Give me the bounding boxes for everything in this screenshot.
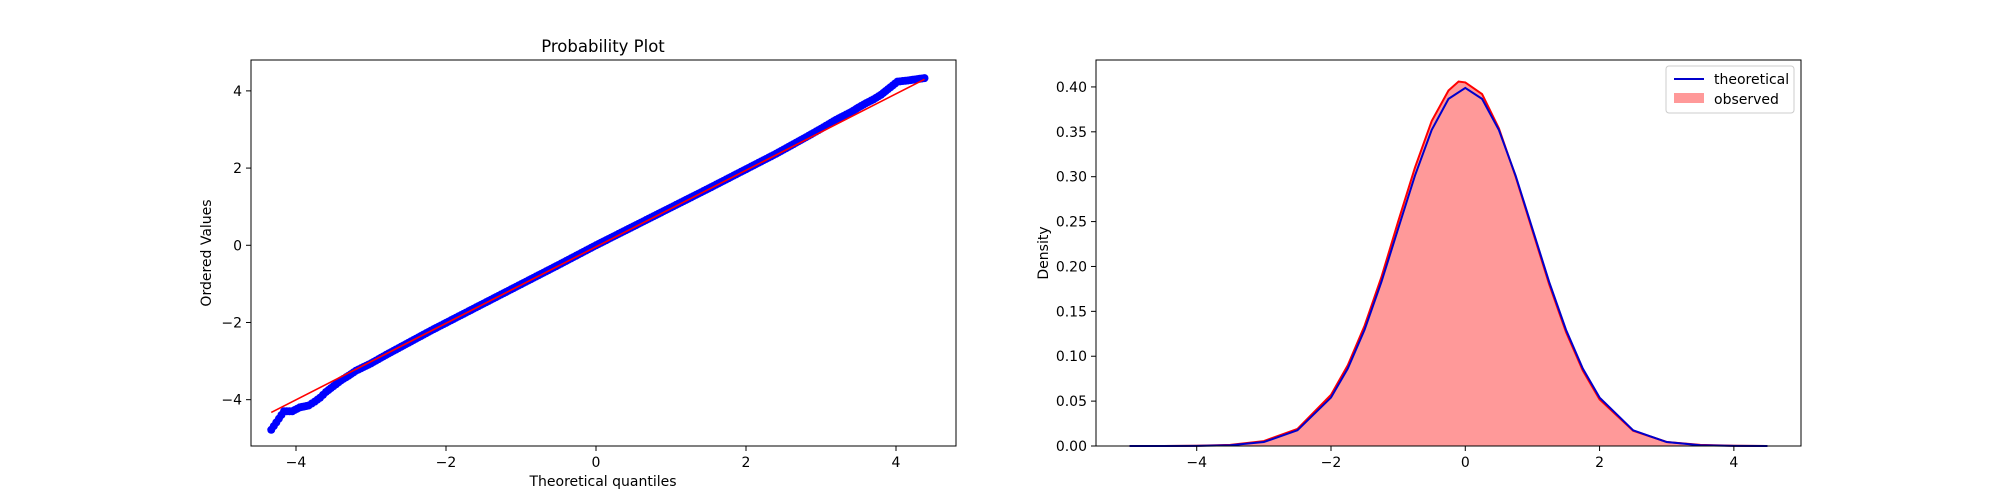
density-plot-y-tick-label: 0.00 bbox=[1056, 439, 1087, 455]
probability-plot-ticks: −4 −2 0 2 4 −4 −2 0 2 4 bbox=[221, 84, 900, 471]
density-plot-y-tick-label: 0.10 bbox=[1056, 349, 1087, 365]
observed-density-area bbox=[1129, 81, 1768, 446]
probability-plot-x-tick-label: 2 bbox=[742, 455, 751, 471]
probability-plot-x-tick-label: −4 bbox=[286, 455, 307, 471]
probability-plot-y-tick-label: −4 bbox=[221, 393, 242, 409]
probability-plot-fit-line bbox=[270, 78, 925, 414]
legend-observed-label: observed bbox=[1714, 92, 1779, 108]
probability-plot-x-axis-label: Theoretical quantiles bbox=[528, 474, 676, 490]
density-plot-x-tick-label: 4 bbox=[1729, 455, 1738, 471]
probability-plot-title: Probability Plot bbox=[541, 37, 665, 56]
density-plot-frame bbox=[1095, 59, 1802, 447]
probability-plot-y-axis-label: Ordered Values bbox=[199, 199, 215, 306]
density-plot-x-tick-label: 0 bbox=[1461, 455, 1470, 471]
density-plot-x-tick-label: 2 bbox=[1595, 455, 1604, 471]
density-plot-data bbox=[1129, 80, 1768, 447]
density-plot-y-axis-label: Density bbox=[1036, 226, 1052, 279]
probability-plot-y-tick-label: 4 bbox=[233, 84, 242, 100]
legend-observed-swatch bbox=[1674, 93, 1704, 103]
probability-plot-panel: Probability Plot −4 −2 0 2 4 −4 −2 0 2 4 Theoreti… bbox=[199, 37, 957, 490]
probability-plot-y-tick-label: 2 bbox=[233, 161, 242, 177]
density-plot-panel: −4 −2 0 2 4 0.00 0.05 0.10 0.15 0.20 0.25 0.30 0.35 0… bbox=[1036, 59, 1802, 471]
probability-plot-x-tick-label: 4 bbox=[892, 455, 901, 471]
density-plot-y-tick-label: 0.30 bbox=[1056, 170, 1087, 186]
density-plot-legend: theoretical observed bbox=[1665, 65, 1795, 114]
density-plot-y-tick-label: 0.25 bbox=[1056, 215, 1087, 231]
legend-theoretical-label: theoretical bbox=[1714, 72, 1789, 88]
density-plot-x-tick-label: −4 bbox=[1186, 455, 1207, 471]
probability-plot-y-tick-label: 0 bbox=[233, 238, 242, 254]
density-plot-x-tick-label: −2 bbox=[1321, 455, 1342, 471]
probability-plot-frame bbox=[250, 59, 957, 447]
density-plot-y-tick-label: 0.20 bbox=[1056, 259, 1087, 275]
density-plot-y-tick-label: 0.35 bbox=[1056, 125, 1087, 141]
density-plot-ticks: −4 −2 0 2 4 0.00 0.05 0.10 0.15 0.20 0.25 0.30 0.35 0… bbox=[1056, 80, 1739, 471]
theoretical-density-line bbox=[1129, 86, 1768, 447]
density-plot-y-tick-label: 0.05 bbox=[1056, 394, 1087, 410]
probability-plot-y-tick-label: −2 bbox=[221, 315, 242, 331]
probability-plot-x-tick-label: −2 bbox=[436, 455, 457, 471]
probability-plot-data bbox=[267, 74, 929, 434]
density-plot-y-tick-label: 0.40 bbox=[1056, 80, 1087, 96]
density-plot-y-tick-label: 0.15 bbox=[1056, 304, 1087, 320]
probability-plot-x-tick-label: 0 bbox=[592, 455, 601, 471]
